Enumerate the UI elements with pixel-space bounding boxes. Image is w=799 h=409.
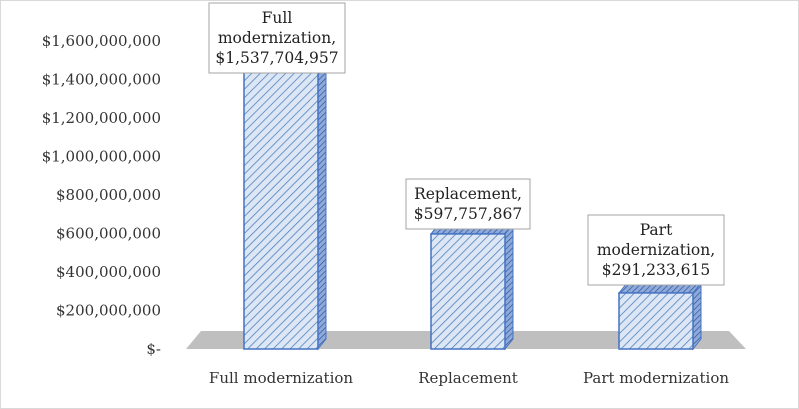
y-tick-label: $1,200,000,000 <box>42 109 161 127</box>
bar <box>429 222 515 351</box>
data-label-text: modernization, <box>218 29 336 47</box>
x-category-label: Replacement <box>418 369 518 387</box>
data-label-text: $291,233,615 <box>602 261 710 279</box>
data-label-text: $1,537,704,957 <box>215 49 338 67</box>
data-label: Full modernization, $1,537,704,957 <box>208 2 346 74</box>
y-tick-label: $1,600,000,000 <box>42 32 161 50</box>
x-category-label: Part modernization <box>583 369 729 387</box>
data-label-text: $597,757,867 <box>414 205 522 223</box>
bar-front <box>430 233 506 350</box>
data-label: Replacement, $597,757,867 <box>405 178 531 230</box>
bar-front <box>243 52 319 350</box>
bar-side <box>692 281 702 351</box>
y-tick-label: $1,400,000,000 <box>42 71 161 89</box>
bar <box>242 41 328 351</box>
data-label-text: Full <box>262 9 293 27</box>
data-label: Part modernization, $291,233,615 <box>587 214 725 286</box>
x-category-label: Full modernization <box>209 369 353 387</box>
y-tick-label: $200,000,000 <box>56 302 161 320</box>
data-label-box <box>208 2 346 74</box>
data-label-text: Part <box>640 221 673 239</box>
y-tick-label: $1,000,000,000 <box>42 148 161 166</box>
data-label-box <box>405 178 531 230</box>
bar-side <box>504 222 514 351</box>
y-tick-label: $800,000,000 <box>56 186 161 204</box>
bar-front <box>618 292 694 350</box>
bar <box>617 281 703 351</box>
data-label-text: modernization, <box>597 241 715 259</box>
bar-side <box>317 41 327 351</box>
y-tick-label: $600,000,000 <box>56 225 161 243</box>
y-tick-label: $400,000,000 <box>56 263 161 281</box>
data-label-text: Replacement, <box>414 185 522 203</box>
y-tick-label: $- <box>146 340 161 358</box>
data-label-box <box>587 214 725 286</box>
